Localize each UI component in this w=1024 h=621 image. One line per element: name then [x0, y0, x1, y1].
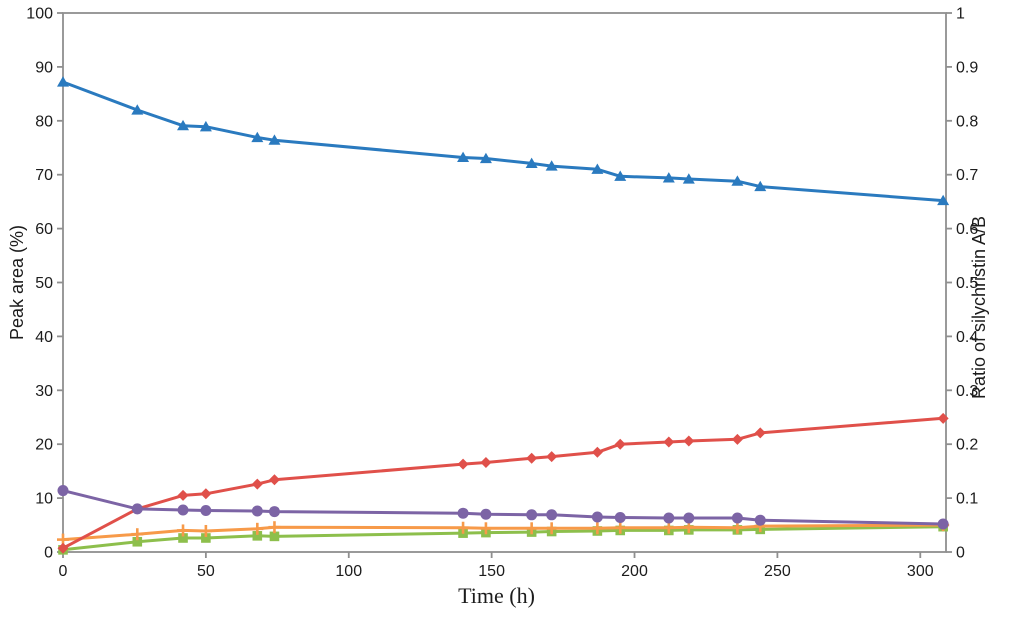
- right-axis-tick-label: 0.2: [956, 437, 978, 454]
- circle-marker: [268, 506, 280, 518]
- right-axis-tick-label: 0.8: [956, 113, 978, 130]
- left-axis-tick-label: 90: [35, 59, 53, 76]
- circle-marker: [663, 512, 675, 524]
- circle-marker: [480, 508, 492, 520]
- triangle-marker: [177, 119, 190, 131]
- right-axis-tick-label: 0.3: [956, 383, 978, 400]
- square-marker: [178, 533, 188, 543]
- triangle-marker: [457, 151, 470, 163]
- circle-marker: [937, 518, 949, 530]
- circle-marker: [177, 504, 189, 516]
- diamond-marker: [937, 412, 949, 424]
- circle-marker: [200, 504, 212, 516]
- right-axis-tick-label: 0.7: [956, 167, 978, 184]
- left-axis-tick-label: 70: [35, 167, 53, 184]
- triangle-marker: [199, 120, 212, 132]
- left-axis-title: Peak area (%): [7, 225, 27, 340]
- circle-marker: [526, 509, 538, 521]
- circle-marker: [591, 511, 603, 523]
- circle-marker: [683, 512, 695, 524]
- square-marker: [132, 536, 143, 547]
- x-axis-tick-label: 50: [197, 563, 215, 580]
- blue-triangle-series-line: [61, 80, 945, 203]
- circle-marker: [546, 509, 558, 521]
- right-axis-tick-label: 1: [956, 6, 965, 23]
- triangle-marker: [268, 134, 281, 145]
- diamond-marker: [546, 451, 558, 463]
- square-marker: [201, 533, 211, 543]
- left-axis-tick-label: 60: [35, 221, 53, 238]
- circle-marker: [57, 485, 69, 497]
- circle-marker: [754, 514, 766, 526]
- right-axis-tick-label: 0.9: [956, 59, 978, 76]
- triangle-marker: [525, 157, 538, 168]
- right-axis-tick-label: 0.1: [956, 491, 978, 508]
- diamond-marker: [480, 457, 492, 469]
- diamond-marker: [591, 446, 603, 458]
- x-axis-tick-label: 0: [59, 563, 68, 580]
- diamond-marker: [683, 435, 695, 447]
- diamond-marker: [663, 436, 675, 448]
- triangle-marker: [545, 160, 558, 171]
- square-marker: [252, 531, 263, 541]
- triangle-marker: [682, 173, 695, 184]
- right-axis-tick-label: 0.4: [956, 329, 978, 346]
- right-axis-tick-label: 0: [956, 545, 965, 562]
- triangle-marker: [754, 180, 767, 192]
- left-axis-tick-label: 100: [26, 6, 53, 23]
- circle-marker: [731, 512, 743, 524]
- circle-marker: [131, 503, 143, 515]
- triangle-marker: [731, 175, 744, 186]
- diamond-marker: [251, 478, 263, 490]
- triangle-marker: [57, 76, 69, 87]
- triangle-marker: [614, 170, 627, 181]
- diamond-marker: [200, 488, 212, 500]
- x-axis-tick-label: 300: [907, 563, 934, 580]
- triangle-marker: [591, 163, 604, 174]
- right-axis-tick-label: 0.5: [956, 275, 978, 292]
- left-axis-tick-label: 20: [35, 437, 53, 454]
- diamond-marker: [754, 427, 766, 439]
- right-axis-tick-label: 0.6: [956, 221, 978, 238]
- x-axis-tick-label: 150: [478, 563, 505, 580]
- x-axis-tick-label: 100: [335, 563, 362, 580]
- diamond-marker: [57, 542, 69, 554]
- circle-marker: [251, 505, 263, 517]
- diamond-marker: [614, 438, 626, 450]
- triangle-marker: [131, 104, 144, 115]
- left-axis-tick-label: 30: [35, 383, 53, 400]
- diamond-marker: [731, 433, 743, 445]
- circle-marker: [614, 512, 626, 524]
- diamond-marker: [177, 489, 189, 501]
- right-axis-title: Ratio of silychristin A/B: [969, 216, 989, 399]
- left-axis-tick-label: 50: [35, 275, 53, 292]
- x-axis-tick-label: 200: [621, 563, 648, 580]
- square-marker: [269, 531, 280, 542]
- left-axis-tick-label: 0: [44, 545, 53, 562]
- triangle-marker: [479, 152, 492, 164]
- diamond-marker: [526, 452, 538, 464]
- left-axis-tick-label: 10: [35, 491, 53, 508]
- circle-marker: [457, 507, 469, 519]
- triangle-marker: [662, 172, 675, 183]
- left-axis-tick-label: 80: [35, 113, 53, 130]
- x-axis-title: Time (h): [458, 583, 535, 608]
- left-axis-tick-label: 40: [35, 329, 53, 346]
- triangle-marker: [251, 131, 264, 143]
- triangle-marker: [937, 194, 950, 206]
- plot-frame: [62, 12, 947, 553]
- x-axis-tick-label: 250: [764, 563, 791, 580]
- diamond-marker: [457, 458, 469, 470]
- diamond-marker: [268, 474, 280, 486]
